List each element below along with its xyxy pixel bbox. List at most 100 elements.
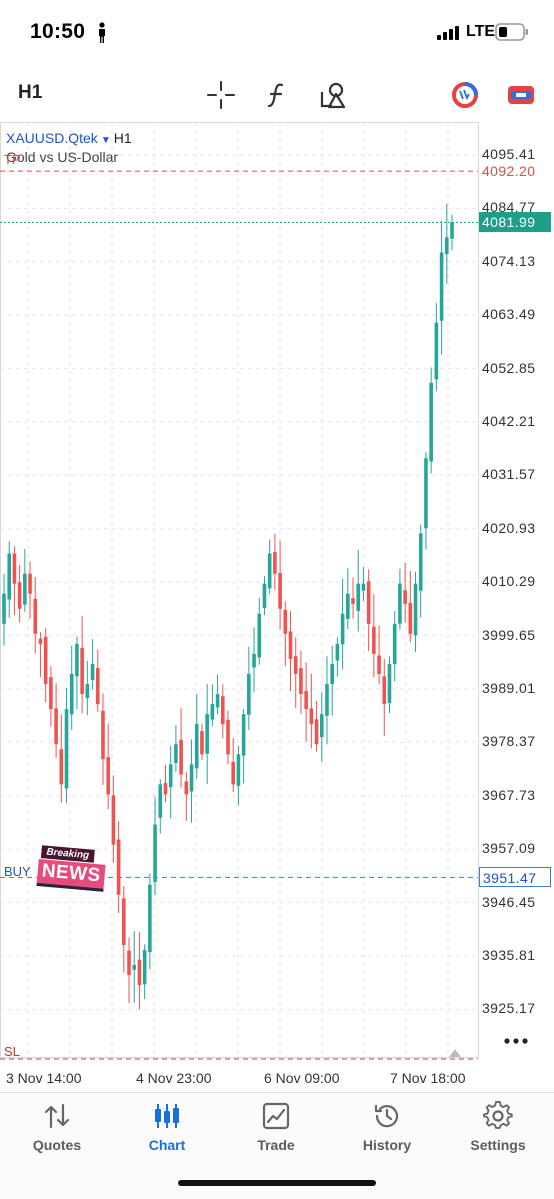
candle-body [424, 458, 428, 529]
tab-quotes[interactable]: Quotes [2, 1093, 112, 1163]
candle-body [17, 582, 22, 609]
candle-body [439, 252, 444, 321]
plot-frame [0, 122, 479, 1058]
candle-body [413, 583, 418, 636]
candle-body [377, 655, 381, 674]
tab-chart[interactable]: Chart [112, 1093, 222, 1163]
candle-body [314, 719, 319, 745]
candle-body [38, 638, 43, 644]
timeframe-button[interactable]: H1 [18, 82, 43, 103]
candle-body [2, 593, 6, 624]
symbol-name[interactable]: XAUUSD.Qtek [6, 130, 98, 146]
period-separator-marker [449, 1049, 461, 1057]
one-click-trading-icon[interactable] [450, 80, 480, 110]
time-tick-label: 7 Nov 18:00 [390, 1070, 466, 1086]
candle-body [194, 724, 199, 769]
chevron-down-icon[interactable]: ▼ [100, 135, 111, 146]
symbol-description: Gold vs US-Dollar [6, 149, 119, 165]
candle-body [174, 744, 178, 764]
chart-icon [155, 1104, 179, 1128]
price-tick-label: 4084.77 [482, 199, 536, 216]
price-tick-label: 3957.09 [482, 840, 536, 857]
price-chart[interactable]: XAUUSD.Qtek ▼ H1 Gold vs US-Dollar 4095.41… [0, 122, 554, 1092]
tab-label: Quotes [32, 1137, 82, 1153]
stop-loss-label[interactable]: SL [4, 1044, 20, 1059]
candle-body [429, 382, 433, 462]
candle-body [262, 583, 267, 609]
candle-body [252, 653, 256, 668]
candle-body [184, 781, 189, 795]
tab-trade[interactable]: Trade [221, 1093, 331, 1163]
candle-body [356, 583, 361, 611]
time-tick-label: 3 Nov 14:00 [6, 1070, 82, 1086]
news-label: NEWS [36, 858, 106, 892]
indicator-icon[interactable] [262, 80, 292, 110]
candle-body [293, 656, 298, 674]
signal-icon [437, 26, 459, 40]
crosshair-icon[interactable] [206, 80, 236, 110]
candle-body [382, 676, 387, 705]
candle-body [205, 714, 209, 754]
candle-body [200, 731, 204, 755]
buy-order-label[interactable]: BUY [4, 864, 31, 879]
candle-body [132, 965, 137, 970]
candle-body [69, 673, 74, 715]
breaking-news-badge: Breaking NEWS [32, 843, 114, 898]
candle-body [28, 573, 32, 594]
candle-body [111, 795, 116, 845]
price-tick-label: 3967.73 [482, 786, 536, 803]
price-tick-label: 4031.57 [482, 466, 536, 483]
price-tick-label: 4063.49 [482, 306, 536, 323]
person-icon [99, 22, 105, 43]
candle-body [122, 898, 126, 946]
candle-body [106, 757, 110, 795]
time-tick-label: 6 Nov 09:00 [264, 1070, 340, 1086]
candle-body [366, 581, 371, 624]
candle-body [158, 784, 163, 818]
candle-body [361, 583, 366, 591]
price-tick-label: 3978.37 [482, 733, 536, 750]
candle-body [85, 684, 90, 699]
gear-icon [483, 1101, 513, 1129]
candle-body [116, 839, 121, 895]
tab-history[interactable]: History [332, 1093, 442, 1163]
candle-body [95, 668, 100, 705]
price-tick-label: 3999.65 [482, 626, 536, 643]
price-tick-label: 3989.01 [482, 680, 536, 696]
take-profit-label[interactable]: TP [4, 152, 21, 167]
symbol-selector[interactable]: XAUUSD.Qtek ▼ H1 [6, 130, 132, 146]
candle-body [444, 237, 449, 255]
candle-body [23, 573, 27, 605]
candle-body [299, 668, 303, 695]
candle-body [43, 636, 48, 685]
price-tick-label: 3946.45 [482, 893, 536, 910]
candle-body [168, 764, 173, 788]
candle-body [408, 602, 413, 634]
tab-settings[interactable]: Settings [443, 1093, 553, 1163]
trade-panel-icon[interactable] [506, 80, 536, 110]
candle-body [210, 704, 215, 720]
candle-body [231, 761, 236, 785]
candle-body [304, 691, 308, 710]
candle-body [283, 609, 288, 634]
candle-body [340, 613, 345, 645]
candle-body [236, 754, 241, 786]
candle-body [450, 222, 454, 239]
clock: 10:50 [30, 20, 86, 43]
history-icon [374, 1104, 399, 1128]
tab-label: History [362, 1137, 412, 1153]
tab-label: Settings [470, 1137, 526, 1153]
candle-body [241, 714, 246, 756]
bottom-tab-bar: Quotes Chart Trade History Se [0, 1092, 554, 1199]
objects-icon[interactable] [318, 80, 348, 110]
quotes-icon [44, 1103, 70, 1129]
candlestick-plot[interactable] [0, 122, 554, 1092]
price-tick-label: 4052.85 [482, 359, 536, 376]
candle-body [392, 623, 397, 665]
candle-body [434, 322, 439, 380]
candle-body [153, 824, 157, 882]
candle-body [330, 663, 334, 684]
candle-body [278, 573, 282, 609]
more-icon[interactable] [503, 1036, 529, 1046]
network-label: LTE [466, 23, 496, 40]
